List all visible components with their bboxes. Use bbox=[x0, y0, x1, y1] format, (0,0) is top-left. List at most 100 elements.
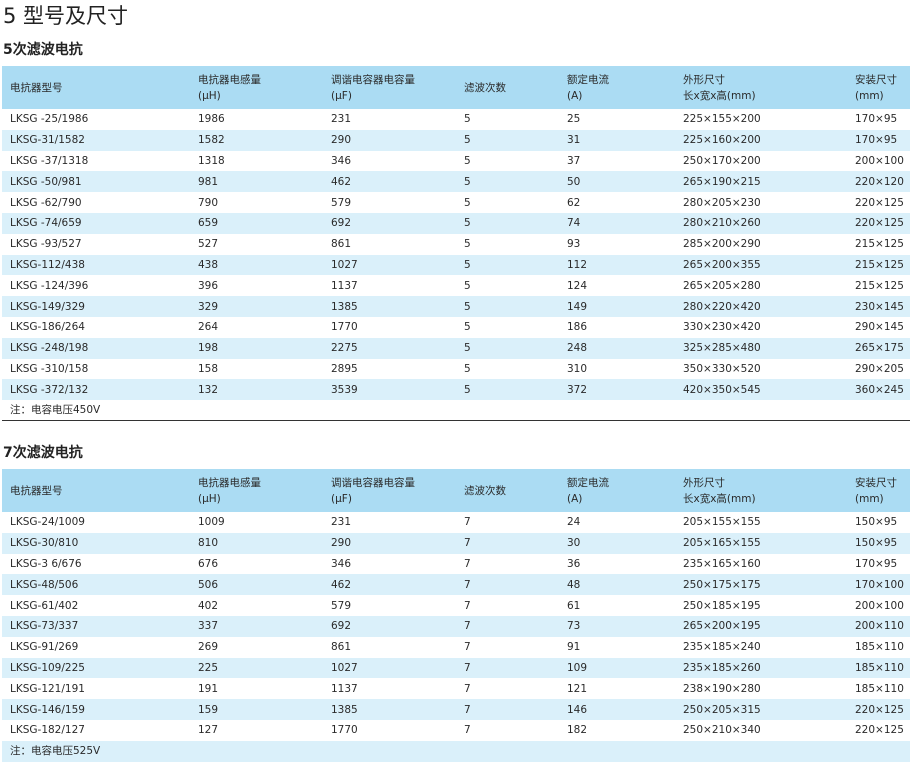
cell-dimensions: 280×220×420 bbox=[683, 300, 761, 313]
cell-capacitance: 692 bbox=[331, 620, 352, 633]
cell-harmonic-order: 5 bbox=[464, 279, 471, 292]
cell-rated-current: 24 bbox=[567, 516, 581, 529]
reactor-table-7th-harmonic: 电抗器型号 电抗器电感量 (μH) 调谐电容器电容量 (μF) 滤波次数 额定电流 (A) 外形… bbox=[2, 469, 910, 762]
table-header: 电抗器型号 电抗器电感量 (μH) 调谐电容器电容量 (μF) 滤波次数 额定电流 (A) 外形… bbox=[2, 469, 910, 512]
cell-capacitance: 462 bbox=[331, 578, 352, 591]
section-title-5th-harmonic: 5次滤波电抗 bbox=[3, 42, 83, 58]
cell-mounting-size: 220×125 bbox=[855, 217, 904, 230]
cell-capacitance: 1137 bbox=[331, 682, 358, 695]
cell-inductance: 659 bbox=[198, 217, 219, 230]
header-rated-current: 额定电流 (A) bbox=[559, 66, 675, 109]
cell-rated-current: 372 bbox=[567, 383, 588, 396]
cell-model: LKSG -124/396 bbox=[10, 279, 89, 292]
cell-mounting-size: 170×100 bbox=[855, 578, 904, 591]
cell-rated-current: 50 bbox=[567, 175, 581, 188]
cell-model: LKSG -310/158 bbox=[10, 362, 89, 375]
cell-dimensions: 238×190×280 bbox=[683, 682, 761, 695]
table-row: LKSG-146/159 159 1385 7 146 250×205×315 220×12… bbox=[2, 699, 910, 720]
cell-capacitance: 1770 bbox=[331, 321, 358, 334]
cell-rated-current: 112 bbox=[567, 258, 588, 271]
table-row: LKSG-112/438 438 1027 5 112 265×200×355 215×12… bbox=[2, 254, 910, 276]
cell-rated-current: 248 bbox=[567, 342, 588, 355]
header-label: 额定电流 bbox=[567, 476, 609, 489]
cell-inductance: 676 bbox=[198, 557, 219, 570]
table-row: LKSG-121/191 191 1137 7 121 238×190×280 185×11… bbox=[2, 678, 910, 700]
cell-capacitance: 579 bbox=[331, 196, 352, 209]
table-row: LKSG-149/329 329 1385 5 149 280×220×420 230×14… bbox=[2, 296, 910, 317]
cell-mounting-size: 230×145 bbox=[855, 300, 904, 313]
cell-capacitance: 692 bbox=[331, 217, 352, 230]
cell-mounting-size: 220×125 bbox=[855, 703, 904, 716]
table-row: LKSG-61/402 402 579 7 61 250×185×195 200×100 bbox=[2, 595, 910, 616]
header-label: 电抗器电感量 bbox=[198, 73, 261, 86]
table-row: LKSG-31/1582 1582 290 5 31 225×160×200 170×95 bbox=[2, 129, 910, 151]
table-body: LKSG-24/1009 1009 231 7 24 205×155×155 150×95 L… bbox=[2, 512, 910, 762]
cell-capacitance: 346 bbox=[331, 557, 352, 570]
cell-harmonic-order: 7 bbox=[464, 682, 471, 695]
cell-capacitance: 1027 bbox=[331, 661, 358, 674]
cell-capacitance: 290 bbox=[331, 537, 352, 550]
header-model: 电抗器型号 bbox=[2, 66, 190, 109]
cell-capacitance: 1385 bbox=[331, 300, 358, 313]
cell-model: LKSG-182/127 bbox=[10, 724, 85, 737]
cell-inductance: 337 bbox=[198, 620, 219, 633]
cell-model: LKSG -248/198 bbox=[10, 342, 89, 355]
cell-capacitance: 1027 bbox=[331, 258, 358, 271]
cell-capacitance: 861 bbox=[331, 641, 352, 654]
table-row: LKSG-186/264 264 1770 5 186 330×230×420 290×14… bbox=[2, 316, 910, 338]
table-note-row: 注：电容电压450V bbox=[2, 400, 910, 421]
header-label: 安装尺寸 bbox=[855, 476, 897, 489]
cell-mounting-size: 220×125 bbox=[855, 196, 904, 209]
header-inductance: 电抗器电感量 (μH) bbox=[190, 66, 323, 109]
cell-dimensions: 265×205×280 bbox=[683, 279, 761, 292]
cell-inductance: 225 bbox=[198, 661, 219, 674]
cell-dimensions: 280×210×260 bbox=[683, 217, 761, 230]
header-harmonic-order: 滤波次数 bbox=[456, 469, 559, 512]
cell-mounting-size: 150×95 bbox=[855, 516, 898, 529]
cell-capacitance: 1137 bbox=[331, 279, 358, 292]
cell-dimensions: 280×205×230 bbox=[683, 196, 761, 209]
cell-rated-current: 62 bbox=[567, 196, 581, 209]
cell-mounting-size: 215×125 bbox=[855, 238, 904, 251]
cell-capacitance: 579 bbox=[331, 599, 352, 612]
table-row: LKSG -25/1986 1986 231 5 25 225×155×200 170×95 bbox=[2, 109, 910, 130]
cell-mounting-size: 220×125 bbox=[855, 724, 904, 737]
cell-harmonic-order: 5 bbox=[464, 154, 471, 167]
cell-model: LKSG-24/1009 bbox=[10, 516, 85, 529]
header-unit: (A) bbox=[567, 89, 583, 102]
cell-model: LKSG -50/981 bbox=[10, 175, 82, 188]
cell-capacitance: 346 bbox=[331, 154, 352, 167]
header-label: 额定电流 bbox=[567, 73, 609, 86]
cell-model: LKSG -37/1318 bbox=[10, 154, 89, 167]
cell-inductance: 158 bbox=[198, 362, 219, 375]
table-row: LKSG -62/790 790 579 5 62 280×205×230 220×125 bbox=[2, 192, 910, 213]
cell-dimensions: 225×155×200 bbox=[683, 113, 761, 126]
cell-mounting-size: 185×110 bbox=[855, 661, 904, 674]
cell-inductance: 329 bbox=[198, 300, 219, 313]
cell-harmonic-order: 5 bbox=[464, 113, 471, 126]
cell-dimensions: 325×285×480 bbox=[683, 342, 761, 355]
cell-model: LKSG -74/659 bbox=[10, 217, 82, 230]
cell-rated-current: 124 bbox=[567, 279, 588, 292]
cell-rated-current: 182 bbox=[567, 724, 588, 737]
cell-rated-current: 25 bbox=[567, 113, 581, 126]
cell-rated-current: 30 bbox=[567, 537, 581, 550]
table-row: LKSG -74/659 659 692 5 74 280×210×260 220×125 bbox=[2, 212, 910, 234]
cell-dimensions: 265×200×195 bbox=[683, 620, 761, 633]
header-label: 调谐电容器电容量 bbox=[331, 73, 415, 86]
cell-harmonic-order: 5 bbox=[464, 321, 471, 334]
cell-model: LKSG -372/132 bbox=[10, 383, 89, 396]
cell-inductance: 396 bbox=[198, 279, 219, 292]
cell-rated-current: 109 bbox=[567, 661, 588, 674]
cell-dimensions: 265×190×215 bbox=[683, 175, 761, 188]
cell-harmonic-order: 5 bbox=[464, 196, 471, 209]
cell-harmonic-order: 7 bbox=[464, 620, 471, 633]
header-dimensions: 外形尺寸 长x宽x高(mm) bbox=[675, 66, 847, 109]
header-unit: 长x宽x高(mm) bbox=[683, 492, 756, 505]
cell-mounting-size: 185×110 bbox=[855, 682, 904, 695]
cell-capacitance: 2275 bbox=[331, 342, 358, 355]
table-row: LKSG -37/1318 1318 346 5 37 250×170×200 200×10… bbox=[2, 150, 910, 172]
cell-capacitance: 231 bbox=[331, 113, 352, 126]
cell-capacitance: 290 bbox=[331, 134, 352, 147]
cell-dimensions: 250×185×195 bbox=[683, 599, 761, 612]
